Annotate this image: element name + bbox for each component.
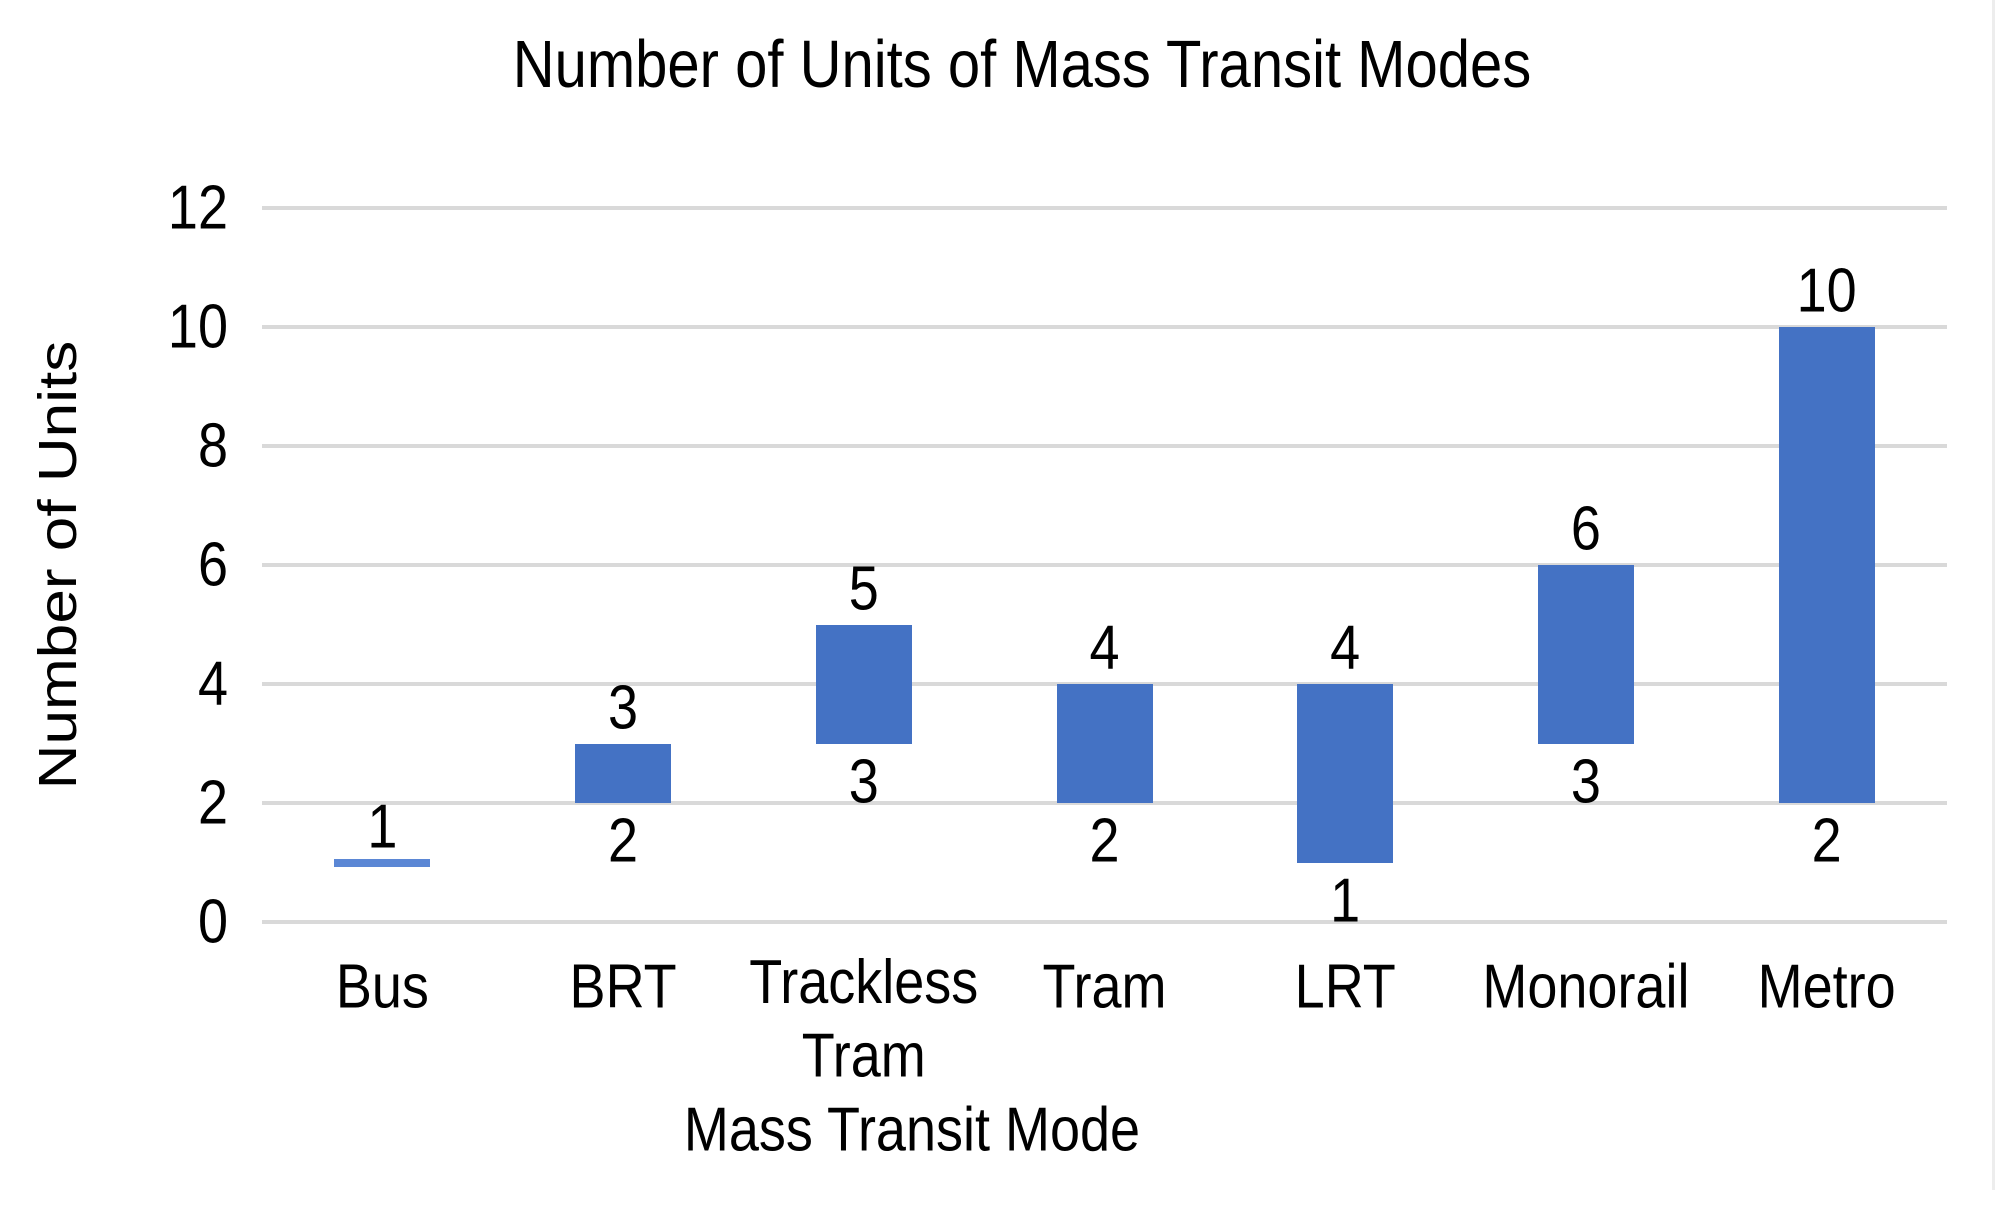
data-label-high-brt: 3 bbox=[608, 673, 639, 742]
y-tick-label-8: 8 bbox=[197, 411, 228, 481]
bar-metro bbox=[1778, 327, 1875, 803]
bar-tram bbox=[1056, 684, 1153, 803]
chart-title-text: Number of Units of Mass Transit Modes bbox=[512, 27, 1532, 102]
data-label-low-metro: 2 bbox=[1811, 806, 1842, 876]
screenshot-right-edge-line bbox=[1992, 0, 1995, 1190]
data-label-low-trackless: 3 bbox=[848, 747, 879, 816]
x-category-label-tram: Tram bbox=[1042, 952, 1167, 1022]
chart-title: Number of Units of Mass Transit Modes bbox=[22, 27, 2000, 102]
gridline-y10 bbox=[262, 325, 1947, 329]
y-tick-label-12: 12 bbox=[167, 173, 228, 243]
x-category-label-lrt: LRT bbox=[1294, 952, 1396, 1022]
data-label-high-metro: 10 bbox=[1796, 256, 1857, 326]
bar-lrt bbox=[1297, 684, 1394, 863]
bar-trackless bbox=[815, 624, 912, 744]
x-axis-title-text: Mass Transit Mode bbox=[683, 1095, 1141, 1165]
data-label-low-monorail: 3 bbox=[1570, 747, 1601, 816]
y-tick-label-2: 2 bbox=[197, 768, 228, 838]
y-tick-label-6: 6 bbox=[197, 530, 228, 600]
data-label-high-lrt: 4 bbox=[1330, 613, 1361, 683]
x-category-label-brt: BRT bbox=[569, 952, 677, 1022]
data-label-high-monorail: 6 bbox=[1570, 494, 1601, 564]
x-category-label-monorail: Monorail bbox=[1482, 952, 1690, 1022]
gridline-y6 bbox=[262, 563, 1947, 567]
data-label-high-tram: 4 bbox=[1089, 613, 1120, 683]
x-category-label-metro: Metro bbox=[1757, 952, 1896, 1022]
x-category-label-trackless: Trackless Tram bbox=[749, 947, 979, 1091]
bar-bus bbox=[334, 858, 431, 867]
gridline-y2 bbox=[262, 801, 1947, 805]
x-axis-title: Mass Transit Mode bbox=[0, 1096, 1912, 1165]
gridline-y8 bbox=[262, 444, 1947, 448]
y-tick-label-10: 10 bbox=[167, 292, 228, 362]
gridline-y12 bbox=[262, 206, 1947, 210]
y-tick-label-0: 0 bbox=[197, 887, 228, 957]
data-label-low-tram: 2 bbox=[1089, 806, 1120, 876]
data-label-high-trackless: 5 bbox=[848, 554, 879, 623]
plot-area: 1 3 2 5 3 4 2 4 1 6 3 10 2 bbox=[262, 206, 1947, 935]
y-tick-label-4: 4 bbox=[197, 649, 228, 719]
y-axis-tick-labels: 0 2 4 6 8 10 12 bbox=[0, 174, 228, 957]
x-axis-category-labels: Bus BRT Trackless Tram Tram LRT Monorail Metro bbox=[0, 947, 2000, 1095]
x-category-label-bus: Bus bbox=[335, 952, 429, 1022]
data-label-high-bus: 1 bbox=[367, 792, 398, 861]
data-label-low-brt: 2 bbox=[608, 806, 639, 876]
gridline-y0 bbox=[262, 920, 1947, 924]
bar-brt bbox=[575, 743, 672, 803]
data-label-low-lrt: 1 bbox=[1330, 866, 1361, 935]
bar-monorail bbox=[1537, 565, 1634, 744]
